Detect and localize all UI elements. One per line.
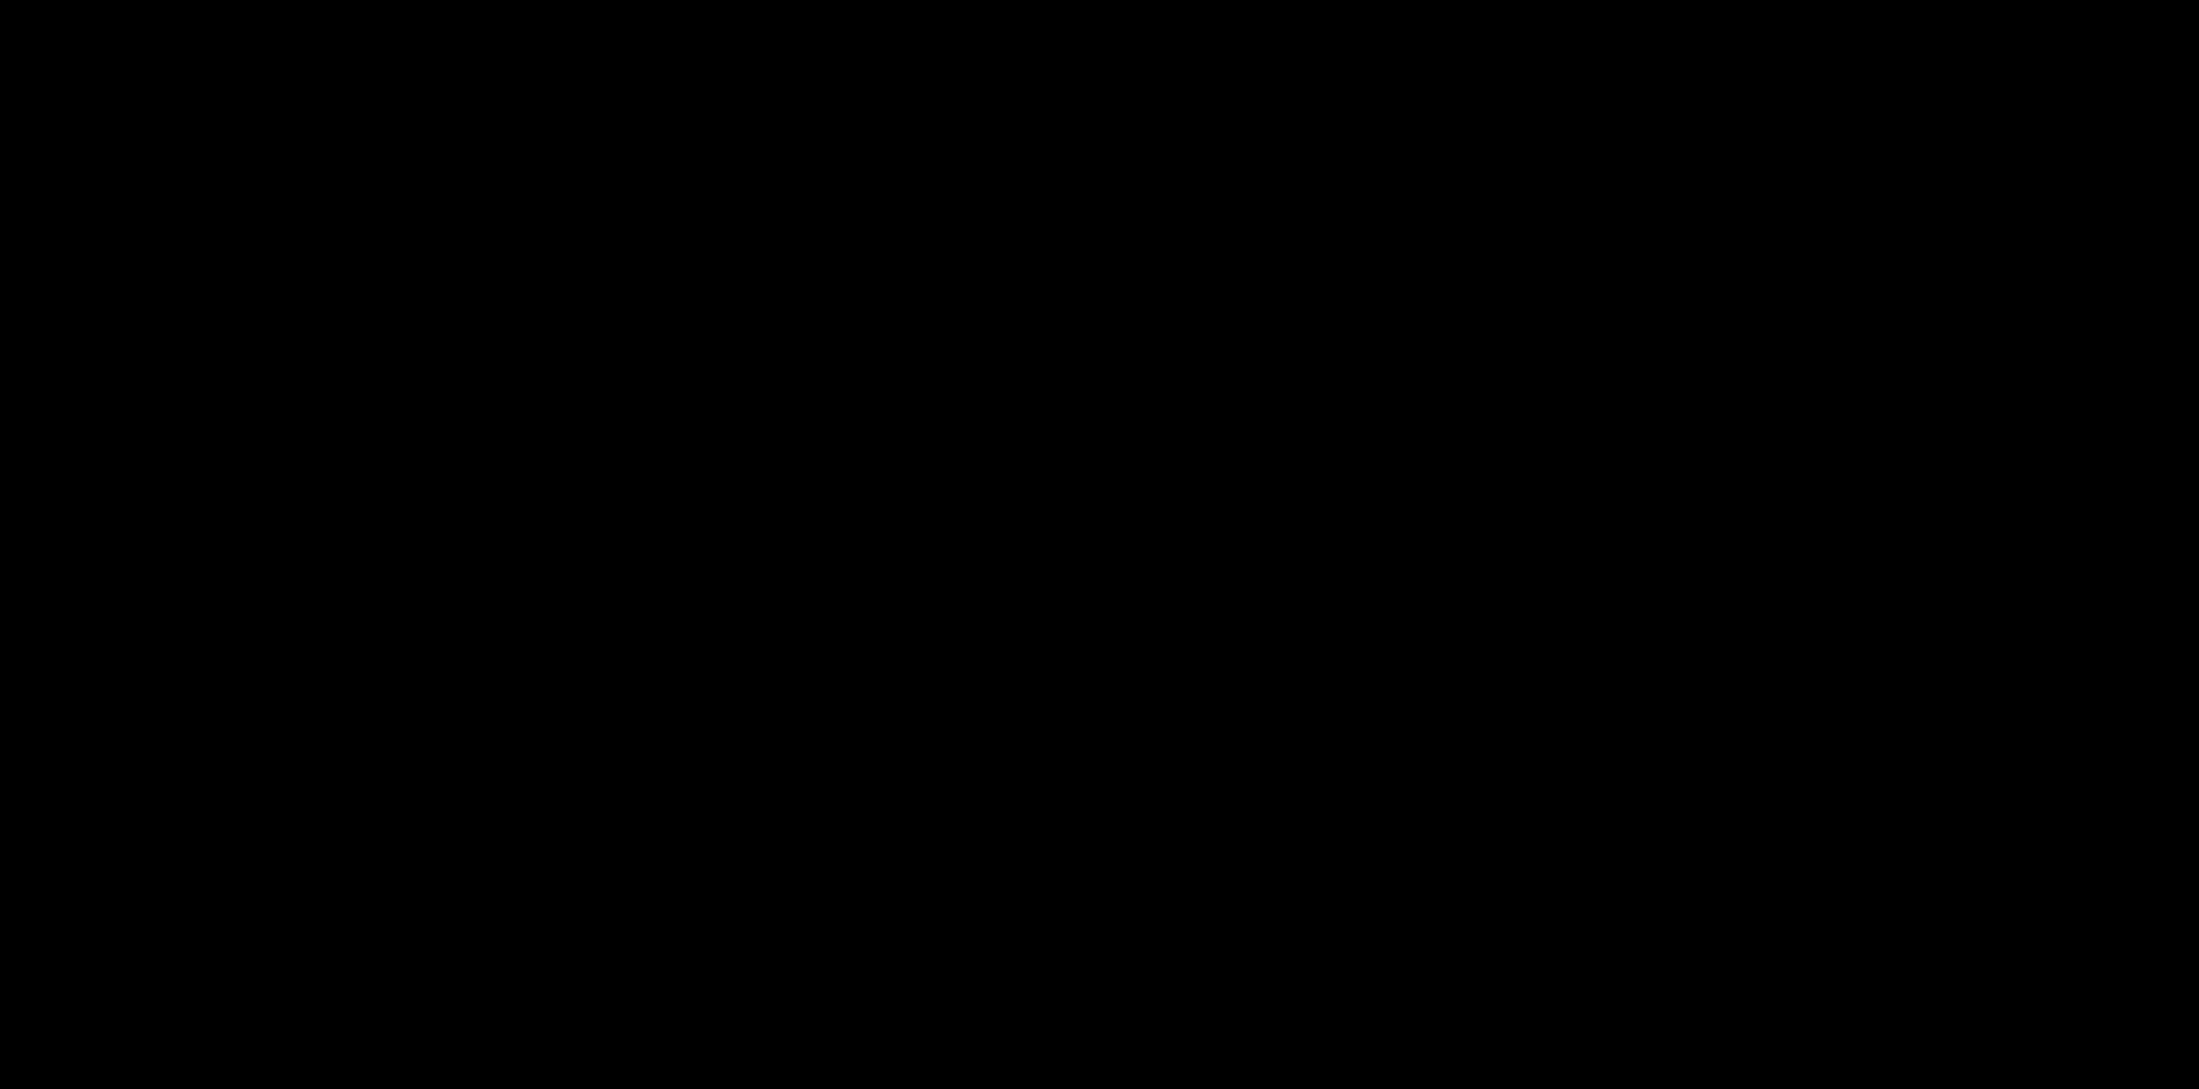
word-cloud xyxy=(0,0,2199,1089)
